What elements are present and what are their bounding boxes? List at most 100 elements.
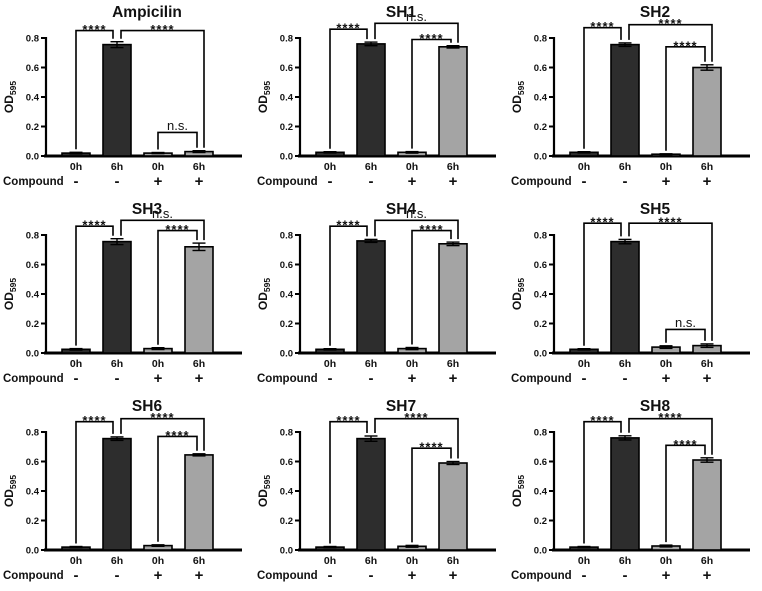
- error-bar: [69, 151, 83, 155]
- compound-sign: -: [328, 370, 333, 387]
- y-tick-label: 0.8: [534, 231, 547, 242]
- y-tick-label: 0.6: [26, 63, 39, 74]
- y-axis: 0.0 0.2 0.4 0.6 0.8: [26, 34, 48, 163]
- sig-bracket: [411, 229, 452, 345]
- compound-sign: -: [328, 173, 333, 190]
- x-tick-label: 6h: [619, 161, 631, 173]
- error-bar: [110, 436, 124, 442]
- chart-title: Ampicilin: [112, 4, 182, 21]
- error-bar: [446, 241, 460, 247]
- x-tick-label: 0h: [152, 161, 164, 173]
- compound-sign: +: [662, 567, 671, 584]
- bar: [143, 544, 173, 551]
- error-bar: [577, 150, 591, 154]
- error-bar: [323, 150, 337, 154]
- y-tick-label: 0.2: [26, 122, 39, 133]
- y-axis-title: OD595: [256, 81, 272, 113]
- error-bar: [659, 544, 673, 548]
- bar: [438, 460, 468, 551]
- bar: [143, 151, 173, 157]
- y-tick-label: 0.8: [534, 34, 547, 45]
- sig-label: ****: [165, 428, 189, 443]
- y-tick-label: 0.6: [534, 260, 547, 271]
- bar: [315, 150, 345, 157]
- bar: [102, 436, 132, 551]
- error-bar: [323, 545, 337, 549]
- sig-bracket: [374, 219, 459, 240]
- error-bar: [364, 238, 378, 244]
- y-axis-title: OD595: [2, 81, 18, 113]
- sig-bracket: [583, 26, 622, 149]
- x-tick-label: 0h: [324, 358, 336, 370]
- sig-bracket: [157, 435, 198, 542]
- sig-label: ****: [419, 222, 443, 237]
- compound-sign: -: [369, 567, 374, 584]
- y-axis: 0.0 0.2 0.4 0.6 0.8: [26, 231, 48, 360]
- sig-bracket: [628, 23, 713, 62]
- error-bar: [700, 343, 714, 349]
- y-tick-label: 0.4: [280, 290, 294, 301]
- bar: [61, 545, 91, 551]
- bar: [315, 545, 345, 551]
- sig-bracket: [329, 225, 368, 346]
- y-tick-label: 0.2: [26, 319, 39, 330]
- x-tick-label: 6h: [365, 161, 377, 173]
- sig-label: ****: [673, 38, 697, 53]
- x-tick-label: 6h: [701, 161, 713, 173]
- compound-sign: +: [449, 370, 458, 387]
- y-tick-label: 0.6: [26, 260, 39, 271]
- compound-sign: -: [115, 567, 120, 584]
- compound-sign: +: [449, 567, 458, 584]
- y-tick-label: 0.8: [26, 428, 39, 439]
- compound-row-label: Compound: [511, 176, 572, 188]
- x-tick-label: 6h: [111, 161, 123, 173]
- sig-bracket: [120, 29, 205, 148]
- x-tick-label: 0h: [406, 555, 418, 567]
- compound-row-label: Compound: [511, 570, 572, 582]
- compound-sign: -: [369, 173, 374, 190]
- y-tick-label: 0.4: [280, 93, 294, 104]
- compound-row-label: Compound: [3, 570, 64, 582]
- bar: [438, 45, 468, 157]
- compound-sign: -: [369, 370, 374, 387]
- chart-title: SH6: [132, 398, 163, 415]
- x-tick-label: 0h: [70, 555, 82, 567]
- bar: [184, 149, 214, 157]
- sig-bracket: [75, 225, 114, 346]
- y-tick-label: 0.2: [280, 319, 293, 330]
- x-tick-label: 0h: [578, 555, 590, 567]
- bar: [356, 41, 386, 157]
- sig-label: ****: [82, 22, 106, 37]
- bar: [102, 238, 132, 354]
- y-tick-label: 0.8: [26, 34, 39, 45]
- x-tick-label: 6h: [111, 555, 123, 567]
- y-tick-label: 0.2: [280, 122, 293, 133]
- compound-sign: -: [115, 370, 120, 387]
- error-bar: [110, 41, 124, 49]
- compound-row-label: Compound: [3, 176, 64, 188]
- sig-label: n.s.: [152, 206, 173, 221]
- y-tick-label: 0.4: [534, 290, 548, 301]
- sig-label: ****: [404, 410, 428, 425]
- sig-label: ****: [673, 437, 697, 452]
- bar: [438, 241, 468, 354]
- compound-sign: +: [703, 567, 712, 584]
- compound-sign: -: [74, 567, 79, 584]
- x-tick-label: 6h: [111, 358, 123, 370]
- y-tick-label: 0.6: [280, 63, 293, 74]
- error-bar: [700, 457, 714, 463]
- chart-title: SH4: [386, 201, 417, 218]
- bar: [692, 457, 722, 551]
- error-bar: [364, 435, 378, 442]
- error-bar: [405, 346, 419, 351]
- error-bar: [700, 64, 714, 71]
- bar: [61, 347, 91, 354]
- compound-sign: -: [582, 567, 587, 584]
- sig-bracket: [374, 417, 459, 459]
- compound-sign: -: [74, 370, 79, 387]
- panel-sh7: SH7 OD595 0.0 0.2 0.4 0.6 0.8 0h 6h 0h 6h - - + + Compo…: [254, 394, 508, 591]
